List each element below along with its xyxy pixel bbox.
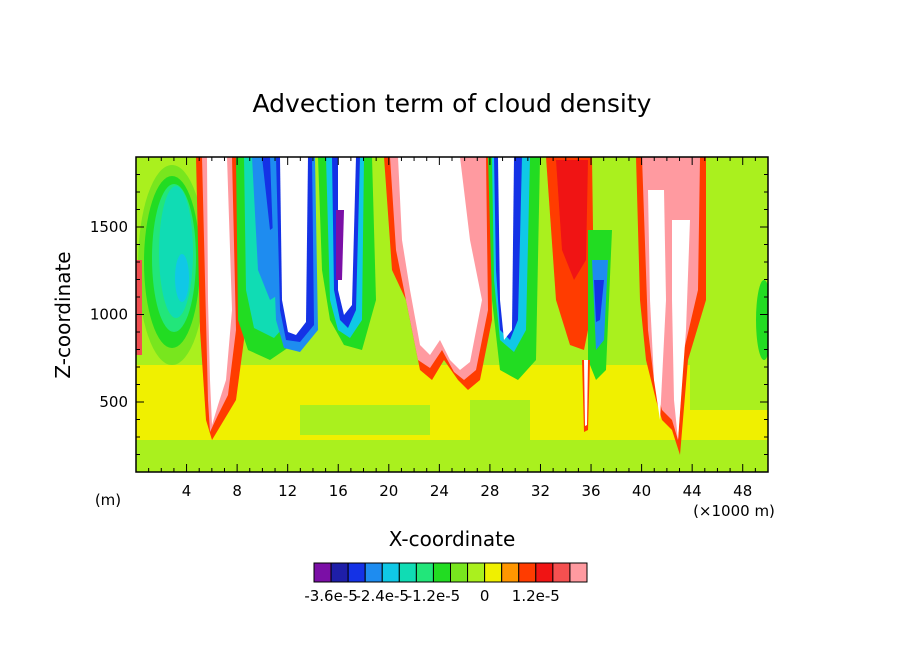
colorbar-swatch <box>347 562 366 583</box>
colorbar-label: -3.6e-5 <box>304 587 357 605</box>
right-light-green-patch <box>470 400 530 440</box>
bottom-light-green-band <box>136 440 768 472</box>
y-tick-label: 1000 <box>90 306 128 324</box>
mid-light-green-patch <box>300 405 430 435</box>
left-edge-red <box>136 260 142 355</box>
column-16-purple <box>336 210 344 280</box>
yellow-patch-36 <box>600 380 660 410</box>
x-tick-label: 28 <box>480 482 499 500</box>
column-16-white <box>338 157 356 315</box>
colorbar-label: -1.2e-5 <box>407 587 460 605</box>
colorbar: -3.6e-5-2.4e-5-1.2e-5 0 1.2e-5 <box>304 562 588 605</box>
colorbar-swatch <box>450 562 469 583</box>
x-tick-label: 8 <box>232 482 242 500</box>
x-axis-label: X-coordinate <box>389 527 516 551</box>
colorbar-label: 0 <box>480 587 490 605</box>
colorbar-swatch <box>569 562 588 583</box>
left-blob-core <box>175 254 189 302</box>
x-tick-label: 40 <box>632 482 651 500</box>
colorbar-label: 1.2e-5 <box>512 587 560 605</box>
right-plume-white-b <box>672 220 690 440</box>
y-tick-label: 500 <box>99 393 128 411</box>
colorbar-label: -2.4e-5 <box>356 587 409 605</box>
right-edge-green <box>756 280 768 360</box>
y-axis: 500 1000 1500 <box>90 174 768 455</box>
x-tick-label: 24 <box>430 482 449 500</box>
colorbar-swatch <box>535 562 554 583</box>
contour-field <box>136 157 768 472</box>
core-13-white <box>280 157 308 335</box>
colorbar-swatch <box>467 562 486 583</box>
colorbar-swatch <box>381 562 400 583</box>
colorbar-swatch <box>313 562 332 583</box>
x-tick-label: 36 <box>581 482 600 500</box>
colorbar-swatch <box>552 562 571 583</box>
column-36-deepblue <box>594 280 604 322</box>
x-tick-label: 16 <box>329 482 348 500</box>
spike-36-white <box>584 360 588 426</box>
colorbar-swatch <box>415 562 434 583</box>
y-tick-label: 1500 <box>90 218 128 236</box>
x-tick-label: 12 <box>278 482 297 500</box>
colorbar-swatch <box>501 562 520 583</box>
big-region-white <box>398 157 482 370</box>
red-34-core <box>556 160 588 280</box>
y-axis-label: Z-coordinate <box>51 251 75 378</box>
colorbar-swatch <box>518 562 537 583</box>
colorbar-swatch <box>364 562 383 583</box>
x-tick-label: 20 <box>379 482 398 500</box>
far-right-light-green-patch <box>690 360 768 410</box>
x-axis: 4 8 12 16 20 24 28 32 36 40 44 48 <box>148 157 756 500</box>
colorbar-swatch <box>484 562 503 583</box>
chart-title: Advection term of cloud density <box>253 89 652 118</box>
x-tick-label: 44 <box>683 482 702 500</box>
colorbar-swatch <box>330 562 349 583</box>
x-tick-label: 4 <box>182 482 192 500</box>
x-unit-label: (×1000 m) <box>693 502 775 520</box>
left-blob-cyan <box>159 186 193 318</box>
plume-7-white <box>207 157 232 425</box>
colorbar-swatch <box>432 562 451 583</box>
column-30-white <box>498 157 514 340</box>
colorbar-swatch <box>398 562 417 583</box>
right-plume-white-a <box>648 190 666 420</box>
x-tick-label: 48 <box>733 482 752 500</box>
x-tick-label: 32 <box>531 482 550 500</box>
y-unit-label: (m) <box>95 491 121 509</box>
